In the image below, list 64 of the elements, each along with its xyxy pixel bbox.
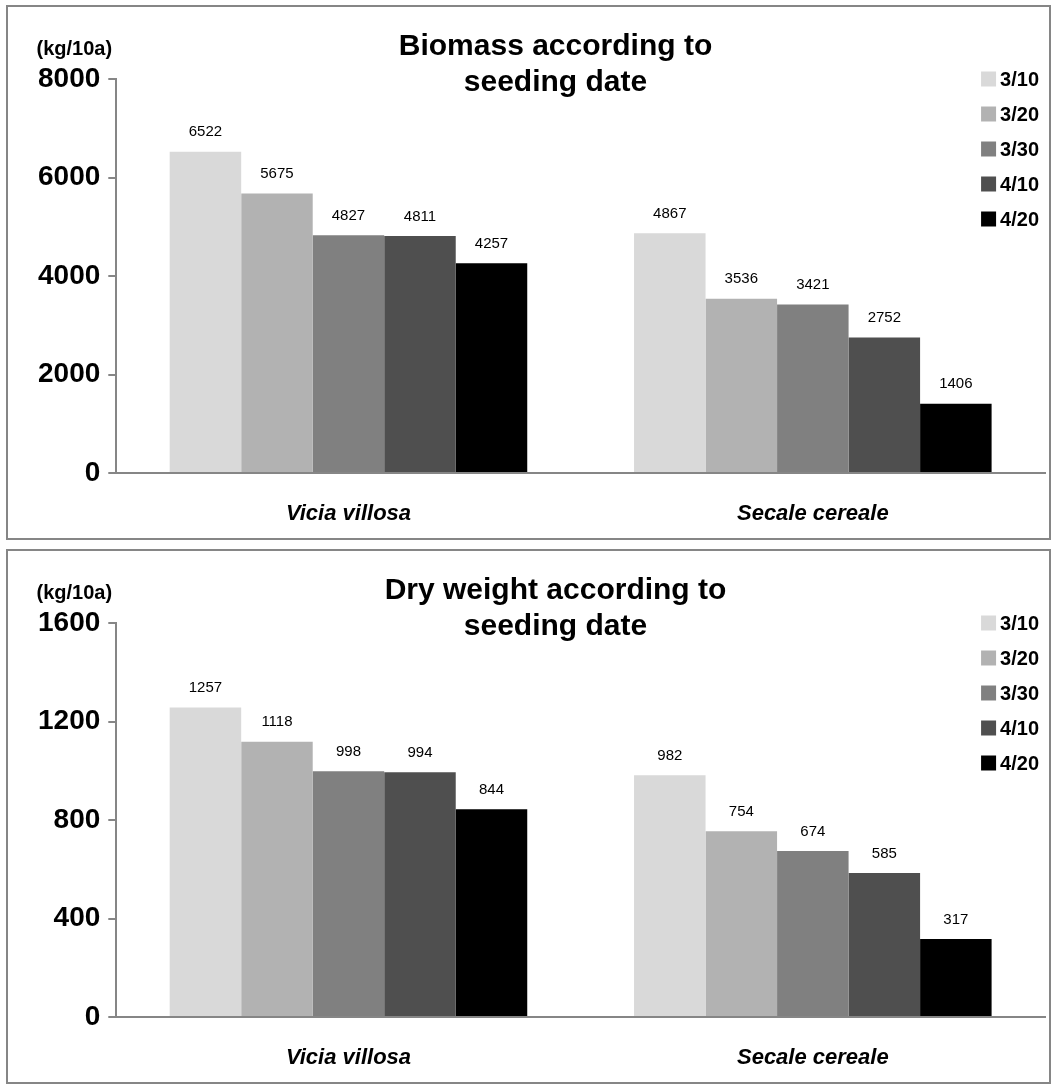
data-label: 5675 bbox=[260, 164, 294, 182]
bar bbox=[920, 938, 992, 1016]
data-label: 674 bbox=[800, 821, 826, 839]
data-label: 1118 bbox=[261, 712, 293, 730]
data-label: 998 bbox=[335, 741, 361, 759]
y-tick-label: 1600 bbox=[37, 605, 101, 637]
y-tick-label: 800 bbox=[53, 802, 101, 834]
y-tick-label: 1200 bbox=[37, 704, 101, 736]
legend-label: 4/10 bbox=[1000, 716, 1040, 739]
legend-label: 3/20 bbox=[1000, 646, 1040, 669]
bar bbox=[384, 772, 456, 1016]
legend-label: 3/30 bbox=[1000, 681, 1040, 704]
data-label: 982 bbox=[657, 745, 683, 763]
data-label: 1257 bbox=[188, 678, 223, 696]
bar bbox=[169, 707, 242, 1016]
data-label: 4811 bbox=[403, 206, 437, 224]
y-tick-label: 0 bbox=[84, 999, 101, 1031]
bar bbox=[634, 233, 706, 472]
y-tick-label: 8000 bbox=[37, 61, 101, 93]
y-tick-label: 6000 bbox=[37, 160, 101, 192]
legend-label: 4/20 bbox=[1000, 207, 1040, 230]
y-tick-label: 4000 bbox=[37, 258, 101, 290]
bar bbox=[705, 831, 778, 1016]
y-tick-label: 400 bbox=[53, 901, 101, 933]
x-tick-label: Secale cereale bbox=[736, 500, 889, 526]
data-label: 754 bbox=[728, 801, 754, 819]
legend-label: 3/10 bbox=[1000, 611, 1040, 634]
chart-title: Dry weight according to seeding date bbox=[384, 572, 727, 642]
bar bbox=[705, 298, 778, 472]
data-label: 6522 bbox=[188, 122, 223, 140]
data-label: 2752 bbox=[867, 308, 902, 326]
bar bbox=[848, 872, 921, 1016]
y-axis-title: (kg/10a) bbox=[36, 580, 113, 603]
x-tick-label: Vicia villosa bbox=[285, 500, 412, 526]
data-label: 994 bbox=[407, 742, 433, 760]
bar bbox=[169, 151, 242, 472]
data-label: 1406 bbox=[939, 374, 973, 392]
data-label: 317 bbox=[943, 909, 969, 927]
data-label: 4827 bbox=[331, 205, 366, 223]
data-label: 844 bbox=[478, 779, 504, 797]
legend-label: 3/30 bbox=[1000, 137, 1040, 160]
bar bbox=[384, 236, 456, 472]
legend-label: 3/10 bbox=[1000, 67, 1040, 90]
legend-label: 4/10 bbox=[1000, 172, 1040, 195]
y-tick-label: 0 bbox=[84, 455, 101, 487]
data-label: 3421 bbox=[796, 275, 830, 293]
y-tick-label: 2000 bbox=[37, 357, 101, 389]
bar bbox=[455, 263, 528, 472]
bar bbox=[920, 403, 992, 472]
x-tick-label: Secale cereale bbox=[736, 1044, 889, 1070]
bar bbox=[848, 337, 921, 472]
data-label: 4257 bbox=[474, 233, 509, 251]
data-label: 4867 bbox=[653, 203, 687, 221]
legend-label: 4/20 bbox=[1000, 751, 1040, 774]
x-tick-label: Vicia villosa bbox=[285, 1044, 412, 1070]
data-label: 585 bbox=[871, 843, 897, 861]
bar bbox=[241, 741, 313, 1016]
bar bbox=[634, 775, 706, 1016]
data-label: 3536 bbox=[724, 269, 758, 287]
bar bbox=[241, 193, 313, 472]
legend-label: 3/20 bbox=[1000, 102, 1040, 125]
bar bbox=[455, 809, 528, 1016]
chart-title: Biomass according to seeding date bbox=[398, 28, 713, 98]
y-axis-title: (kg/10a) bbox=[36, 36, 113, 59]
